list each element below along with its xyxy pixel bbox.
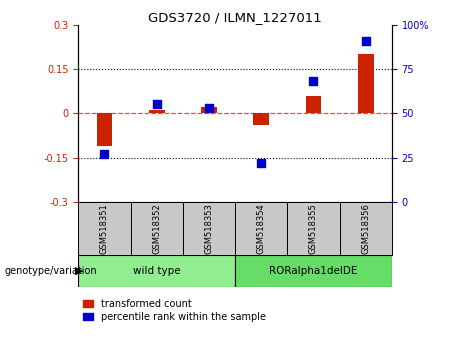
Text: GSM518351: GSM518351 <box>100 203 109 254</box>
FancyBboxPatch shape <box>235 202 287 255</box>
Point <box>205 105 213 111</box>
Text: GSM518353: GSM518353 <box>205 203 213 254</box>
FancyBboxPatch shape <box>183 202 235 255</box>
Text: GSM518352: GSM518352 <box>152 203 161 254</box>
Text: GSM518355: GSM518355 <box>309 203 318 254</box>
Bar <box>358 54 373 113</box>
Text: RORalpha1delDE: RORalpha1delDE <box>269 266 358 276</box>
Point <box>362 38 369 44</box>
Text: GSM518356: GSM518356 <box>361 203 370 254</box>
Bar <box>149 110 165 113</box>
FancyBboxPatch shape <box>340 202 392 255</box>
Point <box>101 151 108 157</box>
Bar <box>254 113 269 125</box>
Point <box>258 160 265 166</box>
Title: GDS3720 / ILMN_1227011: GDS3720 / ILMN_1227011 <box>148 11 322 24</box>
Point <box>153 102 160 107</box>
Point <box>310 79 317 84</box>
Text: ▶: ▶ <box>75 266 83 276</box>
FancyBboxPatch shape <box>78 202 130 255</box>
Text: wild type: wild type <box>133 266 181 276</box>
FancyBboxPatch shape <box>130 202 183 255</box>
Bar <box>97 113 112 146</box>
Text: genotype/variation: genotype/variation <box>5 266 97 276</box>
Legend: transformed count, percentile rank within the sample: transformed count, percentile rank withi… <box>83 299 266 321</box>
Bar <box>306 96 321 113</box>
FancyBboxPatch shape <box>287 202 340 255</box>
FancyBboxPatch shape <box>235 255 392 287</box>
Bar <box>201 107 217 113</box>
Text: GSM518354: GSM518354 <box>257 203 266 254</box>
FancyBboxPatch shape <box>78 255 235 287</box>
